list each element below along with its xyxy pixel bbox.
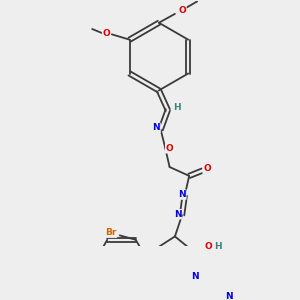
Text: O: O [103, 29, 110, 38]
Text: O: O [205, 242, 213, 251]
Text: O: O [166, 144, 173, 153]
Text: N: N [178, 190, 186, 199]
Text: N: N [174, 210, 182, 219]
Text: Br: Br [105, 228, 116, 237]
Text: H: H [173, 103, 181, 112]
Text: N: N [152, 123, 160, 132]
Text: N: N [192, 272, 199, 281]
Text: O: O [203, 164, 211, 173]
Text: O: O [178, 6, 186, 15]
Text: N: N [225, 292, 233, 300]
Text: H: H [214, 242, 221, 251]
